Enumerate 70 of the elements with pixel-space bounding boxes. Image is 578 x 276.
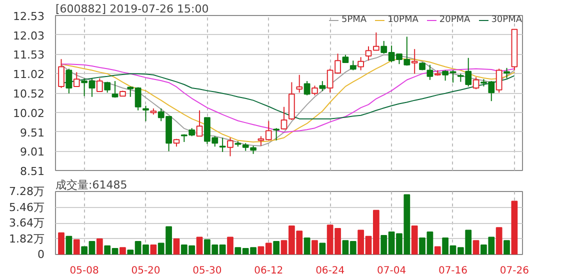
candlestick bbox=[280, 106, 288, 130]
candlestick bbox=[472, 76, 480, 90]
candlestick bbox=[312, 85, 318, 96]
candlestick bbox=[411, 48, 418, 74]
candlestick bbox=[426, 64, 434, 80]
y-tick-label: 7.28万 bbox=[9, 185, 45, 198]
x-tick-label: 07-26 bbox=[500, 266, 529, 276]
bar bbox=[173, 238, 180, 254]
candlestick bbox=[73, 72, 80, 88]
candlestick bbox=[112, 80, 118, 98]
bar bbox=[511, 200, 518, 254]
bar bbox=[304, 238, 310, 254]
x-tick-label: 06-24 bbox=[316, 266, 345, 276]
candlestick bbox=[66, 68, 72, 94]
bar bbox=[196, 236, 203, 254]
y-tick-label: 3.64万 bbox=[9, 216, 45, 230]
y-tick-label: 10.52 bbox=[13, 88, 45, 100]
bar bbox=[472, 240, 480, 254]
candlestick bbox=[319, 80, 326, 92]
y-tick-label: 10.02 bbox=[13, 106, 45, 120]
y-tick-label: 5.46万 bbox=[9, 200, 45, 214]
candlestick bbox=[350, 60, 356, 71]
bar bbox=[319, 242, 326, 254]
y-tick-label: 0 bbox=[38, 248, 44, 261]
candlestick bbox=[358, 56, 364, 71]
candlestick bbox=[196, 110, 203, 137]
y-tick-label: 11.02 bbox=[13, 68, 45, 82]
candlestick bbox=[142, 105, 149, 122]
y-tick-label: 8.51 bbox=[20, 165, 45, 178]
candlestick bbox=[296, 74, 303, 94]
legend-label: 30PMA bbox=[491, 15, 522, 25]
bar bbox=[66, 236, 72, 254]
bar bbox=[496, 227, 502, 254]
bar bbox=[312, 240, 318, 254]
x-tick-label: 05-08 bbox=[70, 266, 99, 276]
y-tick-label: 12.53 bbox=[13, 10, 45, 23]
chart-title: [600882] 2019-07-26 15:00 bbox=[56, 2, 209, 16]
line-series bbox=[60, 64, 515, 133]
bar bbox=[434, 246, 441, 254]
candlestick bbox=[219, 137, 226, 152]
legend-label: 20PMA bbox=[439, 15, 470, 25]
candlestick bbox=[496, 68, 502, 94]
chart-title: 成交量:61485 bbox=[56, 178, 128, 192]
candlestick bbox=[273, 128, 280, 141]
y-tick-label: 9.01 bbox=[20, 146, 45, 159]
x-tick-label: 05-30 bbox=[192, 266, 222, 276]
legend-label: 5PMA bbox=[341, 15, 367, 25]
x-tick-label: 06-12 bbox=[254, 266, 284, 276]
bar bbox=[120, 247, 126, 254]
legend-label: 10PMA bbox=[388, 15, 418, 25]
bar bbox=[504, 240, 510, 254]
candlestick bbox=[504, 67, 510, 79]
candlestick bbox=[227, 137, 234, 157]
candlestick bbox=[96, 78, 103, 92]
x-tick-label: 05-20 bbox=[131, 266, 160, 276]
bar bbox=[150, 244, 157, 254]
candlestick bbox=[58, 58, 64, 88]
bar bbox=[411, 225, 418, 254]
y-tick-label: 1.82万 bbox=[9, 232, 45, 246]
x-tick-label: 07-16 bbox=[438, 266, 468, 276]
bar bbox=[73, 239, 80, 254]
y-tick-label: 9.51 bbox=[20, 126, 45, 140]
bar bbox=[58, 232, 64, 254]
y-tick-label: 11.53 bbox=[13, 48, 45, 62]
bar bbox=[227, 236, 234, 254]
y-tick-label: 12.03 bbox=[13, 29, 45, 42]
bar bbox=[96, 238, 103, 254]
bar bbox=[273, 241, 280, 254]
candlestick bbox=[304, 80, 310, 96]
x-tick-label: 07-04 bbox=[377, 266, 406, 276]
